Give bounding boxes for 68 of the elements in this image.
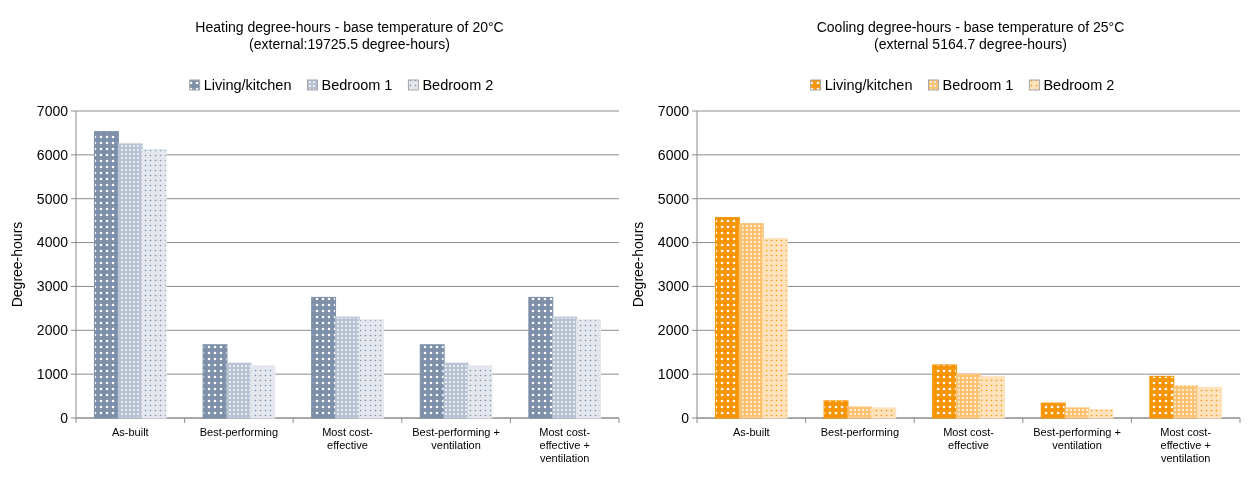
bar [1197,386,1223,419]
bar [419,344,445,419]
bar [956,373,981,419]
x-tick-label: Best-performing [199,426,279,438]
bar [1173,385,1199,419]
bar [202,344,228,419]
x-tick-label: Best-performing + ventilation [412,426,500,451]
bar [932,364,958,419]
y-tick-label: 2000 [36,322,69,339]
y-tick-label: 1000 [36,366,69,383]
x-tick-label: As-built [732,426,770,438]
legend-label: Bedroom 2 [422,77,494,93]
bar [528,296,554,419]
x-tick-label: Most cost-effective [322,426,374,451]
bar [979,375,1005,419]
y-tick-label: 3000 [657,278,690,295]
bar [762,238,788,419]
chart-subtitle: (external 5164.7 degree-hours) [873,36,1068,52]
bar [871,407,897,419]
y-tick-label: 5000 [657,190,690,207]
y-tick-label: 0 [681,409,690,426]
x-tick-label: Best-performing [820,426,900,438]
y-tick-label: 1000 [657,366,690,383]
bar [141,149,167,419]
legend-label: Bedroom 1 [942,77,1014,93]
bar [738,223,764,419]
x-tick-label: Best-performing + ventilation [1033,426,1121,451]
bar [443,362,469,419]
bar [311,296,337,419]
bar [847,406,873,419]
y-tick-label: 4000 [657,234,690,251]
bar [1088,409,1114,419]
bar [250,365,276,419]
bar [358,319,384,419]
y-tick-label: 3000 [36,278,69,295]
bar [1064,407,1090,419]
legend-label: Living/kitchen [824,77,913,93]
y-tick-label: 5000 [36,190,69,207]
y-tick-label: 6000 [657,146,690,163]
chart-title: Cooling degree-hours - base temperature of 25°C [816,19,1125,35]
chart-title: Heating degree-hours - base temperature of 20°C [195,19,504,35]
bar [117,143,143,419]
bar [823,400,849,419]
x-tick-label: Most cost-effective [943,426,995,451]
bar [467,365,493,419]
y-tick-label: 2000 [657,322,690,339]
y-tick-label: 7000 [36,102,69,119]
legend-label: Bedroom 1 [321,77,393,93]
bar [335,316,360,419]
legend-label: Living/kitchen [203,77,292,93]
bar [93,131,119,419]
bar [226,362,252,419]
x-tick-label: As-built [111,426,149,438]
chart-subtitle: (external:19725.5 degree-hours) [249,36,450,52]
y-axis-title: Degree-hours [630,221,646,308]
y-tick-label: 4000 [36,234,69,251]
x-tick-label: Most cost-effective + ventilation [539,426,591,464]
x-tick-label: Most cost-effective + ventilation [1160,426,1212,464]
bar [1040,402,1066,419]
y-axis-title: Degree-hours [9,221,25,308]
y-tick-label: 6000 [36,146,69,163]
bar [576,319,602,419]
bar [1149,375,1175,419]
y-tick-label: 0 [60,409,69,426]
y-tick-label: 7000 [657,102,690,119]
bar [714,217,740,419]
bar [552,316,578,419]
legend-label: Bedroom 2 [1043,77,1115,93]
